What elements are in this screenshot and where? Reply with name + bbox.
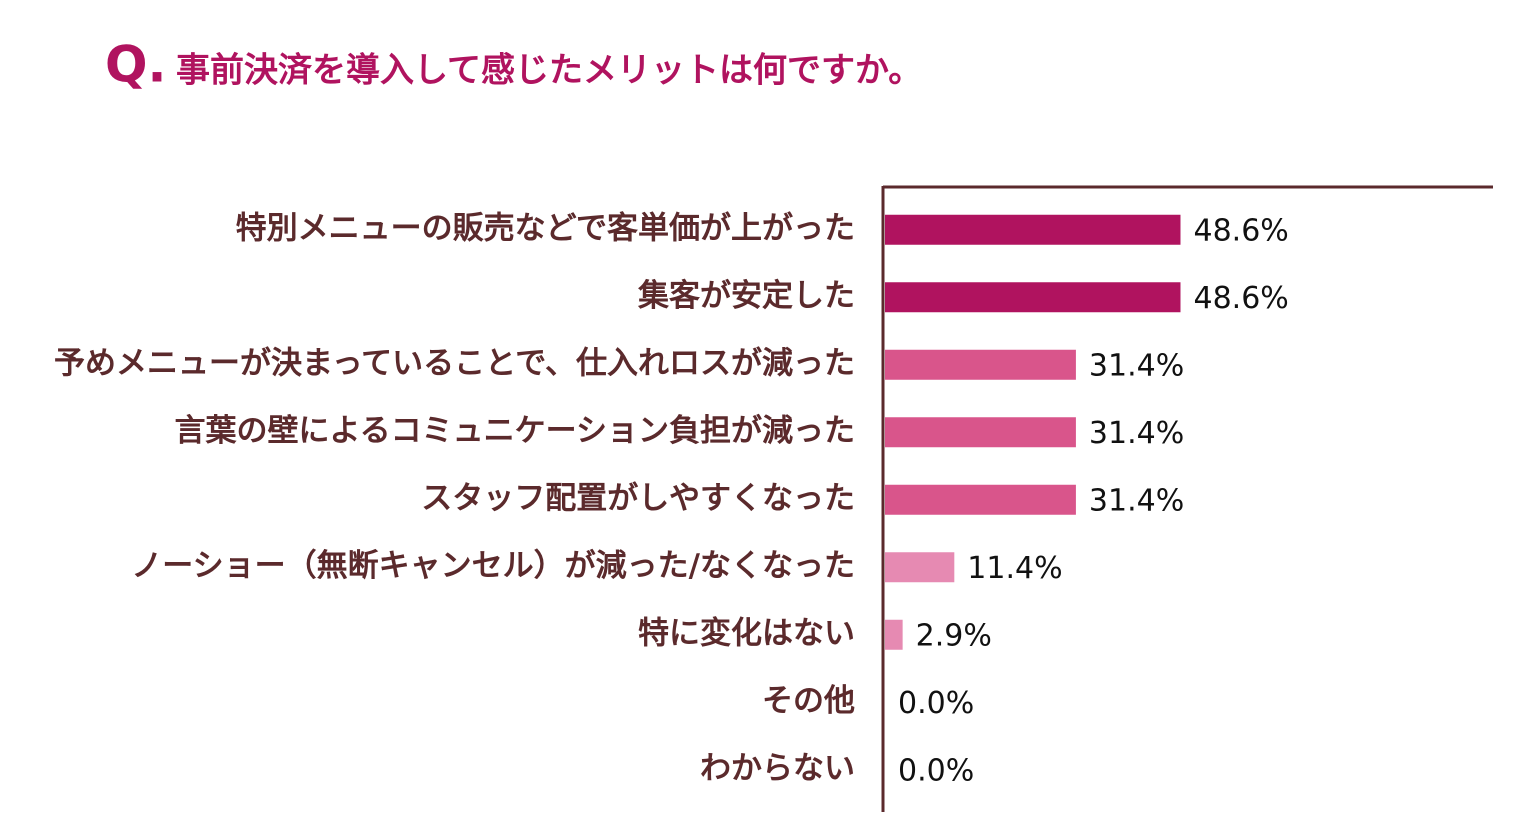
category-label: 集客が安定した	[637, 278, 855, 314]
value-label: 31.4%	[1089, 483, 1184, 518]
value-label: 48.6%	[1193, 213, 1288, 248]
category-label: わからない	[700, 750, 855, 786]
category-label: 言葉の壁によるコミュニケーション負担が減った	[175, 413, 855, 449]
category-label: その他	[762, 683, 855, 719]
chart-title: 事前決済を導入して感じたメリットは何ですか。	[176, 51, 922, 91]
value-label: 31.4%	[1089, 416, 1184, 451]
value-label: 0.0%	[898, 753, 974, 788]
value-label: 48.6%	[1193, 281, 1288, 316]
value-label: 11.4%	[967, 551, 1062, 586]
bar	[885, 619, 903, 650]
value-label: 2.9%	[916, 618, 992, 653]
value-label: 31.4%	[1089, 348, 1184, 383]
bar	[885, 417, 1076, 448]
bar	[885, 552, 955, 583]
bar	[885, 349, 1076, 380]
value-label: 0.0%	[898, 686, 974, 721]
category-label: スタッフ配置がしやすくなった	[421, 480, 855, 516]
bar	[885, 282, 1181, 313]
category-label: 予めメニューが決まっていることで、仕入れロスが減った	[54, 345, 855, 381]
bar	[885, 484, 1076, 515]
category-label: ノーショー（無断キャンセル）が減った/なくなった	[131, 548, 855, 584]
category-label: 特別メニューの販売などで客単価が上がった	[236, 210, 855, 246]
title-prefix: Q.	[105, 36, 167, 94]
bar	[885, 214, 1181, 245]
category-label: 特に変化はない	[638, 615, 855, 651]
